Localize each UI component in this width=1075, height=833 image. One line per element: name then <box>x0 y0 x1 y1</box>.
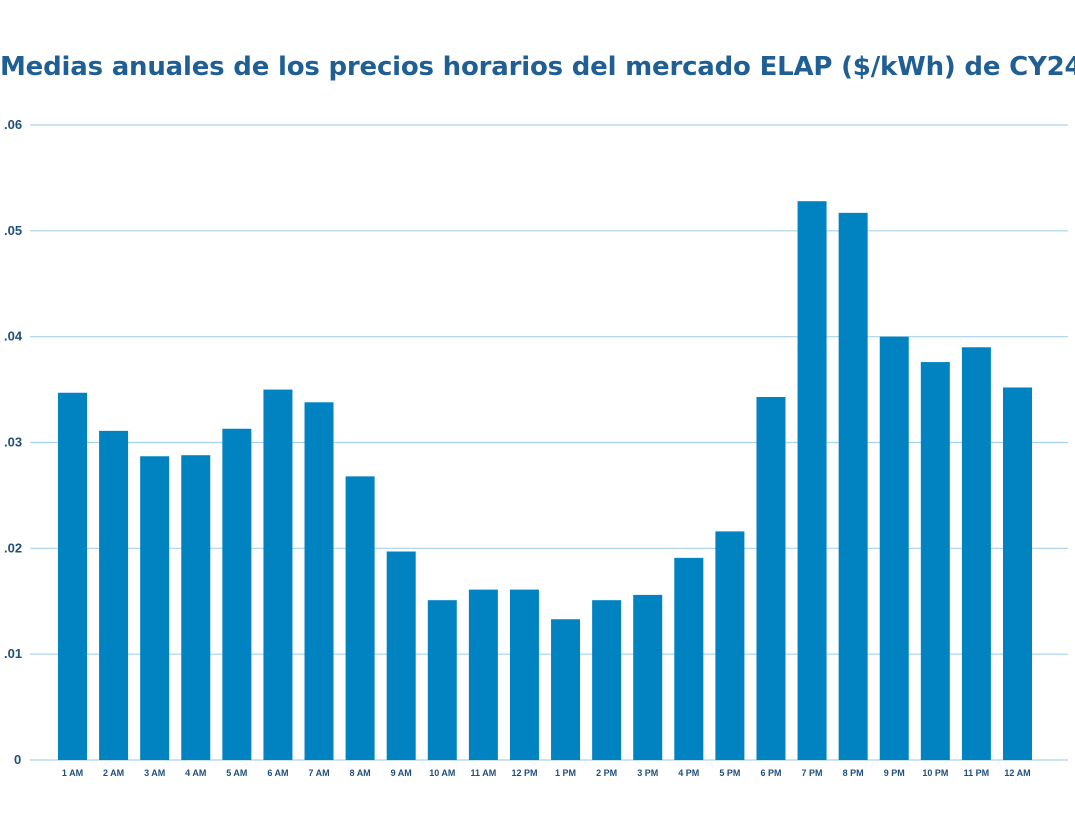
bar <box>263 389 293 760</box>
x-tick-label: 6 PM <box>760 768 781 778</box>
bar <box>797 201 827 760</box>
x-tick-label: 8 PM <box>843 768 864 778</box>
bar <box>427 600 457 760</box>
bar <box>222 428 252 760</box>
x-tick-label: 9 AM <box>391 768 412 778</box>
bar <box>920 362 950 760</box>
bar <box>715 531 745 760</box>
bar <box>58 392 87 760</box>
x-tick-label: 7 AM <box>308 768 329 778</box>
x-tick-label: 4 PM <box>678 768 699 778</box>
bar <box>633 594 663 760</box>
x-tick-label: 1 PM <box>555 768 576 778</box>
x-tick-label: 10 AM <box>429 768 455 778</box>
x-tick-label: 4 AM <box>185 768 206 778</box>
x-tick-label: 2 AM <box>103 768 124 778</box>
x-tick-label: 11 AM <box>471 768 497 778</box>
y-tick-label: .03 <box>4 435 22 450</box>
y-axis-ticks: 0 .01 .02 .03 .04 .05 .06 <box>4 117 23 767</box>
x-tick-label: 11 PM <box>964 768 990 778</box>
bar <box>1003 387 1032 760</box>
x-tick-label: 5 PM <box>719 768 740 778</box>
x-tick-label: 2 PM <box>596 768 617 778</box>
bar <box>756 396 786 760</box>
y-tick-label: .02 <box>4 540 22 555</box>
x-tick-label: 7 PM <box>802 768 823 778</box>
x-tick-label: 1 AM <box>62 768 83 778</box>
bar <box>961 347 991 760</box>
x-tick-label: 10 PM <box>922 768 948 778</box>
bar <box>879 336 909 760</box>
y-tick-label: 0 <box>14 752 21 767</box>
bar <box>181 455 211 760</box>
x-tick-label: 12 PM <box>511 768 537 778</box>
bar <box>386 551 416 760</box>
x-tick-label: 3 PM <box>637 768 658 778</box>
x-tick-label: 6 AM <box>267 768 288 778</box>
bar <box>304 402 334 760</box>
x-tick-label: 9 PM <box>884 768 905 778</box>
bar <box>99 430 129 760</box>
x-tick-label: 12 AM <box>1004 768 1030 778</box>
bar <box>838 212 868 760</box>
x-tick-label: 5 AM <box>226 768 247 778</box>
x-axis-labels: 1 AM 2 AM 3 AM 4 AM 5 AM 6 AM 7 AM 8 AM 9 AM 10 A… <box>62 768 1031 778</box>
bar <box>592 600 622 760</box>
y-tick-label: .05 <box>4 223 22 238</box>
x-tick-label: 8 AM <box>350 768 371 778</box>
bar <box>509 589 539 760</box>
y-tick-label: .01 <box>4 646 22 661</box>
y-tick-label: .06 <box>4 117 22 132</box>
x-tick-label: 3 AM <box>144 768 165 778</box>
bar <box>468 589 498 760</box>
bar <box>345 476 375 760</box>
bar <box>674 557 704 760</box>
y-tick-label: .04 <box>4 329 23 344</box>
chart-title: Medias anuales de los precios horarios d… <box>0 52 1075 82</box>
bar <box>551 619 581 760</box>
bars <box>58 201 1032 760</box>
bar <box>140 456 170 760</box>
